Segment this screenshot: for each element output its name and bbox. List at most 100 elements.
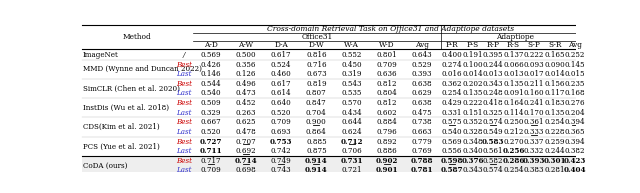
Text: 0.090: 0.090 bbox=[544, 61, 565, 69]
Text: 0.091: 0.091 bbox=[503, 89, 524, 97]
Text: 0.135: 0.135 bbox=[504, 80, 524, 88]
Text: 0.749: 0.749 bbox=[271, 157, 292, 165]
Text: 0.191: 0.191 bbox=[462, 51, 483, 59]
Text: 0.544: 0.544 bbox=[200, 80, 221, 88]
Text: 0.382: 0.382 bbox=[565, 147, 586, 155]
Text: Method: Method bbox=[123, 33, 152, 41]
Text: 0.228: 0.228 bbox=[545, 128, 565, 136]
Text: Last: Last bbox=[176, 109, 191, 117]
Text: 0.914: 0.914 bbox=[305, 166, 328, 174]
Text: 0.202: 0.202 bbox=[462, 80, 483, 88]
Text: 0.319: 0.319 bbox=[341, 70, 362, 78]
Text: 0.864: 0.864 bbox=[306, 128, 327, 136]
Text: 0.569: 0.569 bbox=[200, 51, 221, 59]
Text: 0.393: 0.393 bbox=[523, 157, 545, 165]
Text: 0.731: 0.731 bbox=[340, 157, 363, 165]
Text: 0.617: 0.617 bbox=[271, 51, 291, 59]
Text: 0.598: 0.598 bbox=[441, 157, 463, 165]
Text: 0.549: 0.549 bbox=[483, 128, 504, 136]
Text: 0.875: 0.875 bbox=[306, 147, 326, 155]
Text: 0.164: 0.164 bbox=[503, 99, 524, 107]
Text: 0.383: 0.383 bbox=[524, 166, 545, 174]
Text: 0.473: 0.473 bbox=[236, 89, 256, 97]
Text: 0.418: 0.418 bbox=[483, 99, 504, 107]
Text: 0.460: 0.460 bbox=[271, 70, 292, 78]
Text: 0.788: 0.788 bbox=[411, 157, 433, 165]
Text: Best: Best bbox=[176, 99, 192, 107]
Text: 0.270: 0.270 bbox=[503, 138, 524, 146]
Text: P-S: P-S bbox=[467, 41, 479, 49]
Text: 0.328: 0.328 bbox=[462, 128, 483, 136]
Text: Office31: Office31 bbox=[301, 33, 333, 41]
Text: Best: Best bbox=[176, 138, 192, 146]
Text: 0.583: 0.583 bbox=[482, 138, 504, 146]
Text: Avg: Avg bbox=[415, 41, 429, 49]
Text: 0.423: 0.423 bbox=[564, 157, 586, 165]
Text: 0.673: 0.673 bbox=[306, 70, 326, 78]
Text: 0.170: 0.170 bbox=[524, 109, 545, 117]
Text: 0.582: 0.582 bbox=[483, 157, 504, 165]
Text: 0.638: 0.638 bbox=[412, 99, 432, 107]
Text: D-A: D-A bbox=[274, 41, 288, 49]
Text: 0.884: 0.884 bbox=[376, 118, 397, 126]
Text: 0.395: 0.395 bbox=[483, 51, 504, 59]
Text: 0.014: 0.014 bbox=[544, 70, 565, 78]
Text: 0.617: 0.617 bbox=[271, 80, 291, 88]
Text: 0.394: 0.394 bbox=[564, 138, 586, 146]
Text: 0.902: 0.902 bbox=[376, 157, 398, 165]
Text: 0.629: 0.629 bbox=[412, 89, 432, 97]
Text: 0.137: 0.137 bbox=[504, 51, 524, 59]
Text: R-S: R-S bbox=[507, 41, 520, 49]
Text: 0.135: 0.135 bbox=[545, 109, 564, 117]
Text: Adaptiope: Adaptiope bbox=[496, 33, 534, 41]
Text: 0.165: 0.165 bbox=[545, 51, 565, 59]
Text: 0.693: 0.693 bbox=[271, 128, 291, 136]
Text: S-R: S-R bbox=[548, 41, 561, 49]
Text: 0.638: 0.638 bbox=[412, 80, 432, 88]
Text: 0.574: 0.574 bbox=[483, 166, 504, 174]
Text: 0.331: 0.331 bbox=[442, 109, 462, 117]
Text: 0.100: 0.100 bbox=[462, 61, 483, 69]
Text: 0.160: 0.160 bbox=[524, 89, 545, 97]
Text: 0.663: 0.663 bbox=[412, 128, 432, 136]
Text: 0.779: 0.779 bbox=[412, 138, 433, 146]
Text: 0.478: 0.478 bbox=[236, 128, 257, 136]
Text: InstDis (Wu et al. 2018): InstDis (Wu et al. 2018) bbox=[83, 104, 169, 112]
Text: 0.114: 0.114 bbox=[504, 109, 524, 117]
Text: 0.509: 0.509 bbox=[200, 99, 221, 107]
Text: 0.804: 0.804 bbox=[376, 89, 397, 97]
Text: 0.801: 0.801 bbox=[376, 51, 397, 59]
Text: Last: Last bbox=[176, 147, 191, 155]
Text: Best: Best bbox=[176, 80, 192, 88]
Text: 0.212: 0.212 bbox=[504, 128, 524, 136]
Text: 0.259: 0.259 bbox=[545, 138, 565, 146]
Text: 0.886: 0.886 bbox=[376, 147, 397, 155]
Text: 0.892: 0.892 bbox=[376, 138, 397, 146]
Text: 0.016: 0.016 bbox=[442, 70, 463, 78]
Text: 0.500: 0.500 bbox=[236, 51, 256, 59]
Text: 0.520: 0.520 bbox=[271, 109, 291, 117]
Text: 0.274: 0.274 bbox=[442, 61, 463, 69]
Text: Avg: Avg bbox=[568, 41, 582, 49]
Text: 0.540: 0.540 bbox=[200, 89, 221, 97]
Text: 0.901: 0.901 bbox=[376, 166, 398, 174]
Text: 0.235: 0.235 bbox=[565, 80, 585, 88]
Text: 0.704: 0.704 bbox=[306, 109, 327, 117]
Text: 0.520: 0.520 bbox=[200, 128, 221, 136]
Text: 0.706: 0.706 bbox=[341, 147, 362, 155]
Text: SimCLR (Chen et al. 2020): SimCLR (Chen et al. 2020) bbox=[83, 85, 180, 93]
Text: 0.254: 0.254 bbox=[442, 89, 463, 97]
Text: 0.329: 0.329 bbox=[200, 109, 221, 117]
Text: 0.301: 0.301 bbox=[543, 157, 566, 165]
Text: 0.248: 0.248 bbox=[483, 89, 504, 97]
Text: 0.093: 0.093 bbox=[524, 61, 545, 69]
Text: 0.561: 0.561 bbox=[483, 147, 504, 155]
Text: 0.709: 0.709 bbox=[271, 118, 292, 126]
Text: 0.276: 0.276 bbox=[564, 99, 586, 107]
Text: 0.847: 0.847 bbox=[306, 99, 327, 107]
Text: Best: Best bbox=[176, 118, 192, 126]
Text: CoDA (ours): CoDA (ours) bbox=[83, 162, 127, 170]
Text: 0.570: 0.570 bbox=[341, 99, 362, 107]
Text: 0.254: 0.254 bbox=[545, 118, 565, 126]
Text: 0.145: 0.145 bbox=[565, 61, 586, 69]
